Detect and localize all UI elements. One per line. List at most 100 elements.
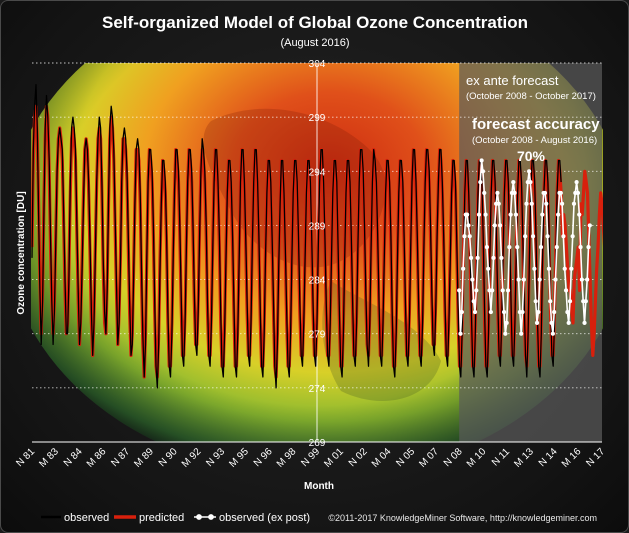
expost-point [508, 212, 513, 217]
expost-point [567, 299, 573, 304]
expost-point [570, 234, 575, 239]
expost-point [497, 223, 503, 228]
expost-point [475, 255, 480, 261]
x-tick-label: N 93 [204, 446, 227, 469]
expost-point [496, 201, 501, 206]
predicted-series-line [31, 104, 603, 379]
x-tick-label: M 95 [227, 446, 251, 470]
expost-point [530, 234, 536, 239]
expost-point [526, 169, 532, 174]
expost-point [558, 190, 563, 196]
accuracy-period: (October 2008 - August 2016) [472, 135, 597, 146]
x-tick-label: N 08 [442, 446, 465, 469]
x-tick-label: M 89 [132, 446, 156, 470]
x-tick-label: M 16 [560, 446, 584, 470]
expost-point [507, 244, 512, 250]
y-tick-label: 274 [309, 384, 326, 395]
expost-point [459, 309, 464, 315]
expost-point [486, 266, 491, 271]
chart-subtitle: (August 2016) [280, 37, 349, 49]
x-tick-label: N 81 [14, 446, 37, 469]
expost-point [466, 223, 471, 228]
x-axis-ticks: N 81 M 83 N 84 M 86 N 87 M 89 N 90 M 92 N 93 M 95… [14, 446, 607, 470]
expost-point [476, 212, 482, 217]
expost-point [587, 223, 592, 228]
copyright-text: ©2011-2017 KnowledgeMiner Software, http… [328, 513, 597, 523]
expost-point [586, 244, 591, 250]
x-tick-label: N 11 [490, 446, 512, 468]
x-tick-label: M 86 [85, 446, 109, 470]
y-axis-ticks: 269 274 279 284 289 294 299 304 [309, 59, 326, 449]
expost-point [521, 277, 526, 282]
expost-point [490, 288, 495, 293]
expost-point [492, 223, 497, 228]
x-tick-label: N 96 [252, 446, 275, 469]
legend-expost-label: observed (ex post) [219, 512, 310, 524]
expost-point [491, 255, 496, 261]
expost-point [537, 277, 542, 282]
x-tick-label: M 98 [275, 446, 299, 470]
x-tick-label: N 90 [157, 446, 180, 469]
x-tick-label: N 87 [109, 446, 132, 469]
legend-observed-label: observed [64, 512, 109, 524]
forecast-label: ex ante forecast [466, 73, 559, 88]
y-tick-label: 294 [309, 167, 326, 178]
expost-point [520, 309, 525, 315]
expost-point [529, 201, 534, 206]
expost-point [549, 320, 554, 326]
expost-point [569, 266, 574, 271]
x-tick-label: N 99 [299, 446, 322, 469]
expost-point [500, 288, 505, 293]
expost-point [464, 212, 470, 217]
y-tick-label: 299 [309, 113, 326, 124]
expost-point [548, 299, 553, 304]
expost-point [471, 299, 476, 304]
x-tick-label: M 92 [180, 446, 204, 470]
accuracy-label: forecast accuracy [472, 116, 600, 133]
expost-point [516, 277, 521, 282]
expost-point [503, 331, 508, 336]
expost-point [515, 244, 520, 250]
x-tick-label: N 05 [394, 446, 417, 469]
expost-point [577, 212, 582, 217]
expost-point [499, 255, 504, 261]
x-axis-label: Month [304, 481, 334, 492]
expost-point [545, 234, 550, 239]
y-tick-label: 284 [309, 276, 326, 287]
x-tick-label: M 13 [512, 446, 536, 470]
expost-point [523, 234, 528, 239]
expost-point [460, 266, 466, 271]
expost-point [571, 201, 577, 206]
expost-point [462, 234, 467, 239]
expost-point [501, 309, 507, 315]
expost-point [512, 190, 517, 196]
expost-point [552, 309, 557, 315]
expost-point [483, 212, 488, 217]
expost-point [524, 201, 529, 206]
expost-point [559, 201, 565, 206]
expost-point [542, 190, 548, 196]
expost-point [583, 299, 588, 304]
expost-point [484, 244, 490, 250]
expost-point [470, 277, 475, 282]
expost-point [479, 158, 484, 163]
x-tick-label: M 10 [465, 446, 489, 470]
expost-point [553, 277, 558, 282]
expost-point [565, 309, 570, 315]
accuracy-value: 70% [517, 148, 546, 164]
x-tick-label: M 01 [322, 446, 346, 470]
expost-point [579, 277, 585, 282]
expost-point [513, 212, 519, 217]
legend-predicted-label: predicted [139, 512, 184, 524]
expost-point [504, 320, 509, 326]
expost-point [534, 320, 540, 326]
expost-point [480, 169, 486, 174]
expost-point [505, 288, 511, 293]
expost-point [562, 266, 567, 271]
expost-point [457, 288, 462, 293]
expost-point [544, 201, 549, 206]
y-axis-label: Ozone concentration [DU] [16, 191, 27, 314]
x-tick-label: N 14 [537, 446, 560, 469]
expost-point [575, 190, 581, 196]
